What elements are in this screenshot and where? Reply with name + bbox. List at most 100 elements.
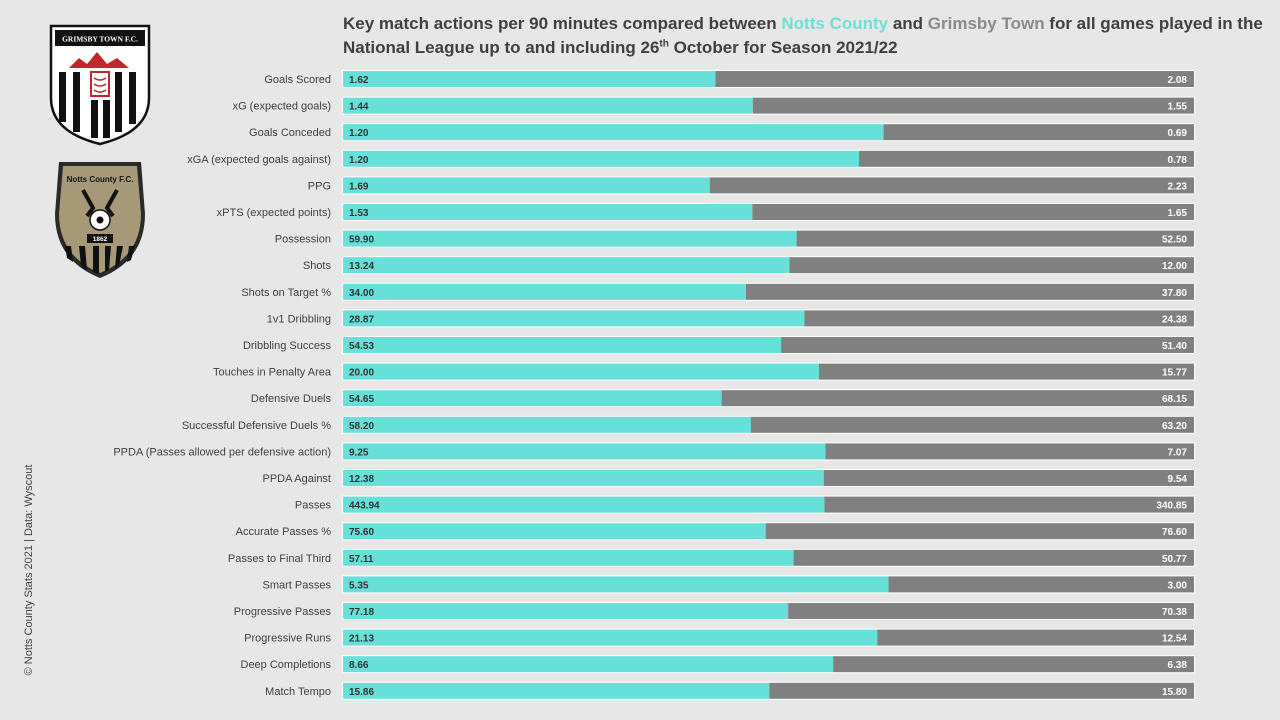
value-label-notts: 9.25 [349,447,369,458]
bar-grimsby-town [769,682,1194,699]
bar-notts-county [343,656,834,673]
category-label: Shots on Target % [241,287,331,299]
value-label-grimsby: 15.80 [1162,687,1187,698]
value-label-notts: 20.00 [349,368,374,379]
bar-grimsby-town [888,576,1194,593]
category-label: Touches in Penalty Area [213,367,332,379]
value-label-notts: 1.20 [349,155,369,166]
value-label-notts: 21.13 [349,634,374,645]
value-label-grimsby: 76.60 [1162,527,1187,538]
chart-row: Shots 13.24 12.00 [303,256,1195,275]
title-team-grimsby: Grimsby Town [927,14,1045,33]
title-and: and [888,14,928,33]
bar-grimsby-town [745,283,1194,300]
category-label: Passes to Final Third [228,553,331,565]
category-label: xGA (expected goals against) [187,154,331,166]
category-label: Passes [295,500,332,512]
value-label-grimsby: 51.40 [1162,341,1187,352]
category-label: PPDA (Passes allowed per defensive actio… [113,446,331,458]
value-label-notts: 28.87 [349,314,374,325]
chart-row: Dribbling Success 54.53 51.40 [243,336,1195,354]
value-label-grimsby: 1.55 [1168,102,1188,113]
bar-notts-county [343,443,826,460]
bar-grimsby-town [858,150,1194,167]
bar-notts-county [343,682,770,699]
chart-row: Successful Defensive Duels % 58.20 63.20 [182,415,1195,434]
bar-notts-county [343,177,710,194]
value-label-notts: 12.38 [349,474,374,485]
category-label: Progressive Passes [234,606,332,618]
bar-grimsby-town [883,124,1194,141]
value-label-notts: 1.53 [349,208,369,219]
chart-row: PPG 1.69 2.23 [308,176,1195,195]
category-label: PPG [308,180,331,192]
category-label: Deep Completions [241,659,332,671]
chart-row: Smart Passes 5.35 3.00 [263,575,1195,594]
value-label-notts: 77.18 [349,607,374,618]
bar-grimsby-town [789,257,1194,274]
chart-row: PPDA Against 12.38 9.54 [263,469,1195,487]
chart-row: PPDA (Passes allowed per defensive actio… [113,442,1195,461]
chart-title: Key match actions per 90 minutes compare… [343,12,1273,60]
bar-grimsby-town [752,204,1194,220]
bar-notts-county [343,230,797,247]
bar-grimsby-town [796,230,1194,247]
title-post: October for Season 2021/22 [668,38,898,57]
category-label: Goals Conceded [249,127,331,139]
value-label-grimsby: 63.20 [1162,421,1187,432]
chart-row: Passes to Final Third 57.11 50.77 [228,548,1195,567]
bar-notts-county [343,523,766,540]
value-label-notts: 58.20 [349,421,374,432]
value-label-grimsby: 0.69 [1168,128,1188,139]
value-label-grimsby: 340.85 [1156,501,1187,512]
bar-grimsby-town [818,363,1194,380]
bar-notts-county [343,71,716,87]
value-label-grimsby: 2.08 [1168,75,1188,86]
value-label-grimsby: 12.00 [1162,261,1187,272]
value-label-grimsby: 2.23 [1168,181,1188,192]
chart-row: xPTS (expected points) 1.53 1.65 [217,203,1195,221]
bar-grimsby-town [721,390,1194,407]
value-label-notts: 54.53 [349,341,374,352]
bar-grimsby-town [804,310,1194,327]
title-sup: th [659,38,669,50]
value-label-grimsby: 50.77 [1162,554,1187,565]
value-label-grimsby: 7.07 [1168,447,1188,458]
title-team-notts: Notts County [781,14,889,33]
chart-row: Goals Conceded 1.20 0.69 [249,123,1195,142]
value-label-notts: 75.60 [349,527,374,538]
value-label-notts: 8.66 [349,660,369,671]
category-label: 1v1 Dribbling [267,313,331,325]
category-label: xG (expected goals) [233,101,331,113]
category-label: Defensive Duels [251,393,332,405]
bar-notts-county [343,310,805,327]
value-label-grimsby: 0.78 [1168,155,1188,166]
value-label-grimsby: 3.00 [1168,580,1188,591]
bar-notts-county [343,283,746,300]
value-label-grimsby: 6.38 [1168,660,1188,671]
chart-row: 1v1 Dribbling 28.87 24.38 [267,309,1195,328]
chart-row: Defensive Duels 54.65 68.15 [251,389,1195,408]
bar-grimsby-town [781,337,1194,353]
bar-notts-county [343,576,889,593]
category-label: Successful Defensive Duels % [182,420,331,432]
value-label-grimsby: 1.65 [1168,208,1188,219]
bar-grimsby-town [793,549,1194,566]
value-label-grimsby: 52.50 [1162,235,1187,246]
bar-notts-county [343,337,782,353]
notts-crest-text: Notts County F.C. [67,175,134,184]
category-label: Accurate Passes % [236,526,332,538]
bar-notts-county [343,496,825,513]
bar-notts-county [343,549,794,566]
title-mid: for all games played in the National Lea… [343,14,1263,57]
category-label: Goals Scored [264,74,331,86]
chart-row: Goals Scored 1.62 2.08 [264,70,1195,88]
bar-notts-county [343,390,722,407]
bar-notts-county [343,97,753,114]
chart-row: Deep Completions 8.66 6.38 [241,655,1195,674]
value-label-notts: 13.24 [349,261,374,272]
bar-notts-county [343,124,884,141]
value-label-notts: 5.35 [349,580,369,591]
value-label-notts: 1.69 [349,181,369,192]
